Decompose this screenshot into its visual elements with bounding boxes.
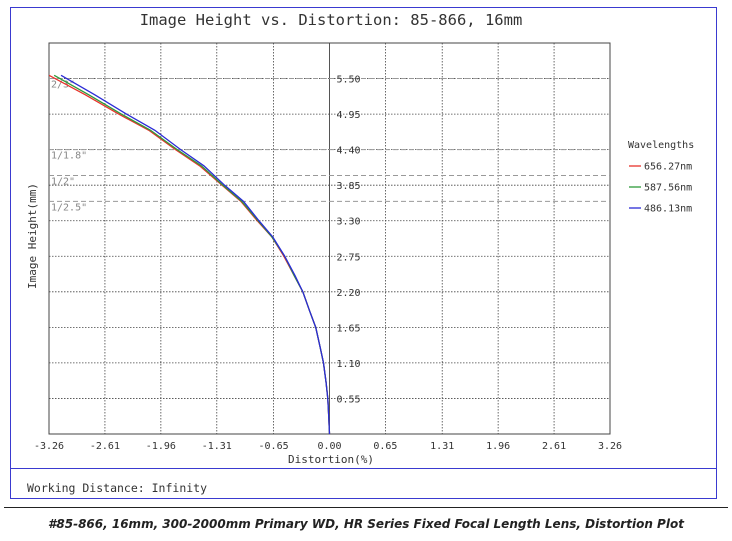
y-tick-label: 1.10 [337, 359, 361, 370]
sensor-format-label: 1/2.5" [51, 202, 87, 213]
series-lines [49, 74, 331, 434]
x-tick-label: 1.96 [486, 441, 510, 452]
series-line-656.27nm [49, 74, 331, 434]
y-axis-label: Image Height(mm) [26, 183, 39, 289]
legend-label: 587.56nm [644, 183, 692, 194]
chart-frame: 2/3" 1/1.8" 1/2" 1/2.5" -3.26 -2.61 -1.96 -1.3… [10, 7, 717, 499]
working-distance-label: Working Distance: Infinity [27, 481, 208, 495]
x-tick-label: 3.26 [598, 441, 622, 452]
x-tick-label: 2.61 [542, 441, 566, 452]
sensor-format-label: 1/2" [51, 176, 75, 187]
figure-caption: #85-866, 16mm, 300-2000mm Primary WD, HR… [48, 517, 684, 531]
x-tick-label: -1.31 [202, 441, 232, 452]
legend-label: 656.27nm [644, 162, 692, 173]
x-tick-label: -0.65 [259, 441, 289, 452]
y-tick-label: 2.75 [337, 252, 361, 263]
y-tick-label: 0.55 [337, 394, 361, 405]
tick-labels: -3.26 -2.61 -1.96 -1.31 -0.65 0.00 0.65 1.31 1.9… [34, 75, 622, 452]
y-tick-label: 1.65 [337, 323, 361, 334]
legend-title: Wavelengths [628, 140, 694, 151]
y-tick-label: 3.30 [337, 217, 361, 228]
caption-rule [4, 507, 728, 508]
y-tick-label: 3.85 [337, 181, 361, 192]
grid [48, 42, 611, 435]
x-tick-label: -2.61 [90, 441, 120, 452]
sensor-format-label: 2/3" [51, 80, 75, 91]
legend-label: 486.13nm [644, 204, 692, 215]
y-tick-label: 5.50 [337, 75, 361, 86]
x-tick-label: -3.26 [34, 441, 64, 452]
series-line-486.13nm [60, 74, 331, 434]
x-tick-label: 0.00 [317, 441, 341, 452]
y-tick-label: 4.40 [337, 146, 361, 157]
chart-title: Image Height vs. Distortion: 85-866, 16m… [140, 11, 523, 29]
sensor-format-lines: 2/3" 1/1.8" 1/2" 1/2.5" [49, 78, 610, 213]
x-tick-label: -1.96 [146, 441, 176, 452]
footer-divider [11, 468, 716, 469]
y-tick-label: 4.95 [337, 110, 361, 121]
sensor-format-label: 1/1.8" [51, 151, 87, 162]
y-tick-label: 2.20 [337, 288, 361, 299]
legend: Wavelengths 656.27nm 587.56nm 486.13nm [628, 140, 694, 215]
x-axis-label: Distortion(%) [288, 453, 374, 466]
distortion-chart: 2/3" 1/1.8" 1/2" 1/2.5" -3.26 -2.61 -1.96 -1.3… [26, 11, 694, 466]
x-tick-label: 0.65 [373, 441, 397, 452]
series-line-587.56nm [53, 74, 331, 434]
x-tick-label: 1.31 [430, 441, 454, 452]
